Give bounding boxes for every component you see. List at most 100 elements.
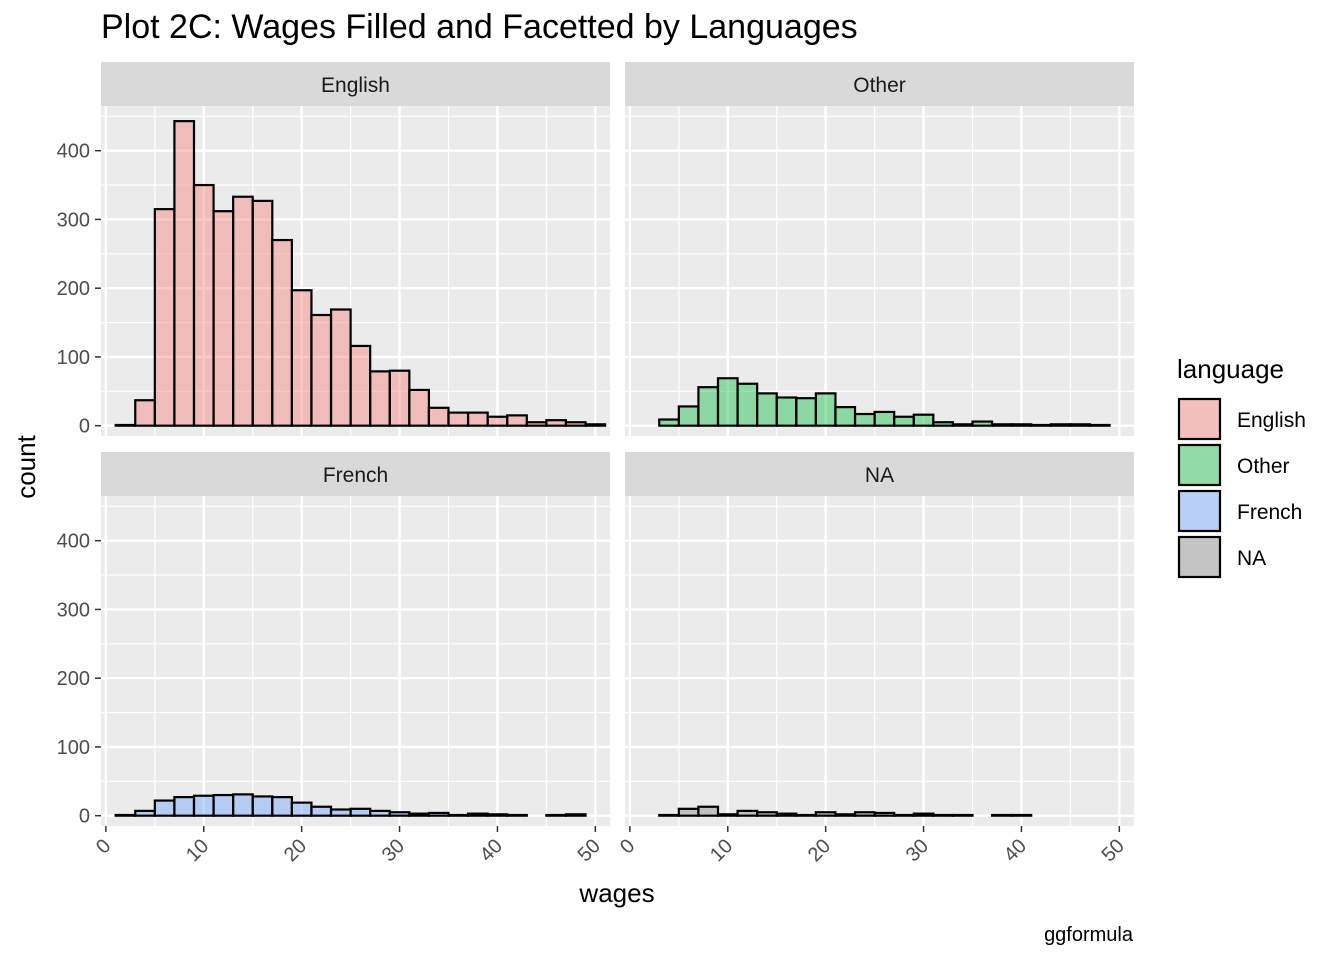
histogram-bar xyxy=(388,369,411,427)
x-axes: 0 10 20 30 40 50 0 10 20 30 40 50 xyxy=(92,826,1129,866)
histogram-bar xyxy=(329,308,352,427)
histogram-bar xyxy=(466,812,489,817)
histogram-bar xyxy=(853,811,876,817)
histogram-bar xyxy=(408,388,431,427)
histogram-bar xyxy=(834,813,857,817)
facet-panel-french: French xyxy=(101,452,610,826)
histogram-bar xyxy=(134,399,156,427)
histogram-bar xyxy=(173,796,196,817)
x-tick-label: 10 xyxy=(706,835,737,866)
x-tick-label: 0 xyxy=(92,835,115,858)
y-axes: 0 100 200 300 400 0 100 200 300 400 xyxy=(57,141,101,828)
histogram-bar xyxy=(192,794,215,817)
histogram-bar xyxy=(408,812,431,817)
histogram-bar xyxy=(716,813,739,817)
y-axis-title: count xyxy=(11,434,41,498)
y-tick-label: 0 xyxy=(79,416,90,438)
histogram-bar xyxy=(212,210,235,427)
histogram-bar xyxy=(545,419,568,427)
x-tick-label: 40 xyxy=(1000,835,1031,866)
histogram-bar xyxy=(349,807,372,817)
histogram-bar xyxy=(114,423,137,427)
histogram-bar xyxy=(173,120,196,427)
histogram-bar xyxy=(134,809,156,817)
legend-label-french: French xyxy=(1237,501,1302,524)
x-tick-label: 40 xyxy=(476,835,507,866)
histogram-bar xyxy=(545,813,568,817)
histogram-bar xyxy=(310,805,333,817)
histogram-bar xyxy=(658,418,680,427)
legend-key-background xyxy=(1178,398,1221,440)
y-tick-label: 100 xyxy=(57,347,90,369)
histogram-bar xyxy=(795,813,817,817)
facet-strip-label: English xyxy=(321,74,390,97)
facet-panels: English Other French NA xyxy=(101,62,1134,826)
x-tick-label: 10 xyxy=(182,835,213,866)
facet-panel-other: Other xyxy=(625,62,1134,436)
histogram-bar xyxy=(232,195,254,427)
y-tick-label: 300 xyxy=(57,209,90,231)
facet-strip-label: French xyxy=(323,464,388,487)
histogram-bar xyxy=(912,413,935,427)
x-tick-label: 50 xyxy=(1098,835,1129,866)
histogram-bar xyxy=(677,405,700,427)
legend-title: language xyxy=(1177,354,1284,384)
histogram-bar xyxy=(564,813,587,817)
histogram-bar xyxy=(369,370,391,427)
legend-label-english: English xyxy=(1237,409,1306,432)
histogram-bar xyxy=(951,423,974,427)
histogram-bar xyxy=(1049,423,1072,427)
histogram-bar xyxy=(1030,423,1052,427)
facet-strip xyxy=(101,452,610,496)
y-tick-label: 400 xyxy=(57,141,90,163)
histogram-bar xyxy=(310,313,333,427)
histogram-bar xyxy=(486,415,509,427)
x-tick-label: 20 xyxy=(280,835,311,866)
histogram-bar xyxy=(251,795,274,817)
histogram-bar xyxy=(427,811,450,817)
histogram-bar xyxy=(584,423,607,427)
histogram-bar xyxy=(716,377,739,427)
histogram-bar xyxy=(814,811,837,817)
histogram-bar xyxy=(114,813,137,817)
histogram-bar xyxy=(232,793,254,817)
histogram-bar xyxy=(658,813,680,817)
y-tick-label: 200 xyxy=(57,668,90,690)
histogram-bar xyxy=(290,289,313,427)
legend-label-na: NA xyxy=(1237,547,1266,570)
facet-panel-na: NA xyxy=(625,452,1134,826)
facet-strip-label: NA xyxy=(865,464,894,487)
histogram-bar xyxy=(873,811,896,817)
legend-key-na xyxy=(1177,535,1222,579)
legend: language English Other French NA xyxy=(1177,354,1306,579)
histogram-bar xyxy=(775,396,798,427)
histogram-bar xyxy=(369,809,391,817)
legend-key-background xyxy=(1178,536,1221,578)
x-axis-title: wages xyxy=(578,878,654,908)
histogram-bar xyxy=(447,813,470,817)
histogram-bar xyxy=(251,199,274,427)
histogram-bar xyxy=(525,421,548,427)
histogram-bar xyxy=(893,813,915,817)
histogram-bar xyxy=(192,183,215,427)
histogram-bar xyxy=(697,386,720,427)
histogram-bar xyxy=(834,406,857,427)
caption: ggformula xyxy=(1044,924,1134,946)
histogram-bar xyxy=(814,392,837,427)
legend-key-background xyxy=(1178,490,1221,532)
histogram-bar xyxy=(447,411,470,427)
histogram-bar xyxy=(756,392,778,427)
panel-background xyxy=(625,106,1134,436)
histogram-bar xyxy=(1010,423,1033,427)
histogram-bar xyxy=(932,813,955,817)
histogram-bar xyxy=(290,801,313,817)
histogram-bar xyxy=(932,421,955,427)
histogram-bar xyxy=(212,793,235,817)
histogram-bar xyxy=(564,421,587,427)
histogram-bar xyxy=(912,812,935,817)
facet-strip xyxy=(625,452,1134,496)
histogram-bar xyxy=(388,811,411,817)
panel-background xyxy=(625,496,1134,826)
histogram-bar xyxy=(271,238,293,427)
